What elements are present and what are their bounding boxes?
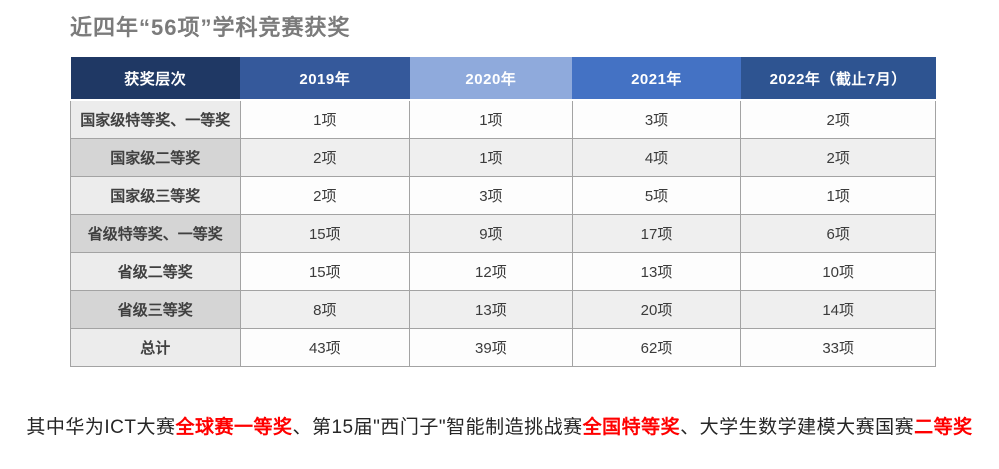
- award-table: 获奖层次 2019年 2020年 2021年 2022年（截止7月） 国家级特等…: [70, 57, 936, 367]
- footnote-segment: 其中华为ICT大赛: [26, 417, 176, 438]
- cell-2020: 39项: [409, 327, 573, 367]
- cell-2021: 4项: [571, 137, 742, 177]
- cell-2019: 2项: [239, 175, 411, 215]
- footnote-segment: 、大学生数学建模大赛国赛: [680, 417, 915, 438]
- cell-2022: 14项: [740, 289, 936, 329]
- table-header: 获奖层次 2019年 2020年 2021年 2022年（截止7月）: [70, 57, 936, 101]
- header-year-2022: 2022年（截止7月）: [740, 57, 936, 101]
- table-row: 省级特等奖、一等奖 15项 9项 17项 6项: [70, 213, 936, 253]
- footnote: 其中华为ICT大赛全球赛一等奖、第15届"西门子"智能制造挑战赛全国特等奖、大学…: [0, 412, 999, 439]
- cell-2019: 43项: [239, 327, 411, 367]
- table-row: 省级三等奖 8项 13项 20项 14项: [70, 289, 936, 329]
- cell-2019: 15项: [239, 251, 411, 291]
- row-label: 国家级二等奖: [70, 137, 241, 177]
- footnote-highlight-national-special-prize: 全国特等奖: [582, 417, 681, 438]
- row-label: 省级二等奖: [70, 251, 241, 291]
- cell-2019: 15项: [239, 213, 411, 253]
- cell-2021: 3项: [571, 99, 742, 139]
- cell-2020: 13项: [409, 289, 573, 329]
- cell-2022: 2项: [740, 137, 936, 177]
- cell-2019: 1项: [239, 99, 411, 139]
- cell-2022: 2项: [740, 99, 936, 139]
- cell-2020: 9项: [409, 213, 573, 253]
- cell-2020: 1项: [409, 137, 573, 177]
- row-label: 国家级三等奖: [70, 175, 241, 215]
- table-row: 国家级三等奖 2项 3项 5项 1项: [70, 175, 936, 215]
- cell-2021: 5项: [571, 175, 742, 215]
- footnote-segment: 、第15届"西门子"智能制造挑战赛: [292, 417, 583, 438]
- footnote-highlight-second-prize: 二等奖: [914, 417, 973, 438]
- footnote-highlight-global-first-prize: 全球赛一等奖: [175, 417, 293, 438]
- cell-2019: 8项: [239, 289, 411, 329]
- cell-2022: 33项: [740, 327, 936, 367]
- row-label: 国家级特等奖、一等奖: [70, 99, 241, 139]
- header-award-level: 获奖层次: [70, 57, 241, 101]
- row-label: 省级三等奖: [70, 289, 241, 329]
- cell-2020: 1项: [409, 99, 573, 139]
- cell-2020: 12项: [409, 251, 573, 291]
- cell-2022: 6项: [740, 213, 936, 253]
- row-label-total: 总计: [70, 327, 241, 367]
- cell-2019: 2项: [239, 137, 411, 177]
- cell-2021: 62项: [571, 327, 742, 367]
- cell-2022: 1项: [740, 175, 936, 215]
- table-row: 国家级特等奖、一等奖 1项 1项 3项 2项: [70, 99, 936, 139]
- cell-2021: 20项: [571, 289, 742, 329]
- table-row: 省级二等奖 15项 12项 13项 10项: [70, 251, 936, 291]
- table-row: 国家级二等奖 2项 1项 4项 2项: [70, 137, 936, 177]
- cell-2020: 3项: [409, 175, 573, 215]
- header-year-2021: 2021年: [572, 57, 741, 101]
- cell-2022: 10项: [740, 251, 936, 291]
- page-title: 近四年“56项”学科竞赛获奖: [70, 15, 351, 40]
- table-row-total: 总计 43项 39项 62项 33项: [70, 327, 936, 367]
- header-year-2019: 2019年: [240, 57, 410, 101]
- row-label: 省级特等奖、一等奖: [70, 213, 241, 253]
- header-year-2020: 2020年: [409, 57, 573, 101]
- cell-2021: 17项: [571, 213, 742, 253]
- cell-2021: 13项: [571, 251, 742, 291]
